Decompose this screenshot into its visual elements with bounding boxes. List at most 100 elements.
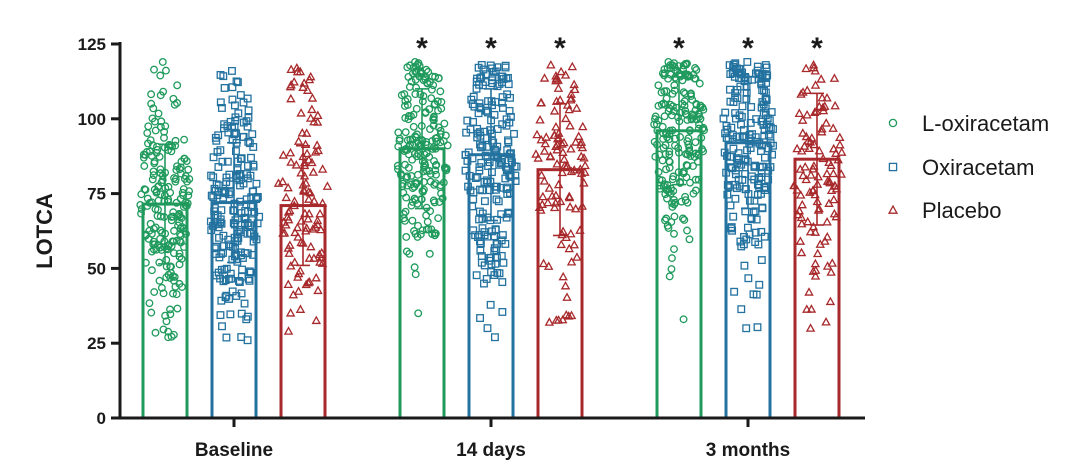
data-point-l-oxiracetam-14-days [429,196,438,205]
error-bar-oxiracetam-3-months [741,76,755,210]
data-point-placebo-3-months [801,174,811,184]
data-point-placebo-14-days [558,271,568,281]
data-point-placebo-14-days [543,197,553,207]
data-point-placebo-14-days [551,141,561,151]
data-point-placebo-14-days [551,75,561,85]
data-point-placebo-baseline [290,227,300,237]
data-point-l-oxiracetam-baseline [147,198,156,207]
data-point-placebo-3-months [798,128,808,137]
data-point-oxiracetam-14-days [483,324,492,333]
data-point-oxiracetam-3-months [731,166,740,175]
data-point-l-oxiracetam-3-months [691,138,700,147]
data-point-placebo-baseline [285,81,296,91]
data-point-oxiracetam-14-days [473,124,482,133]
data-point-l-oxiracetam-14-days [412,83,421,92]
data-point-placebo-3-months [805,187,815,196]
data-point-placebo-14-days [565,120,575,130]
data-point-oxiracetam-baseline [228,66,236,75]
data-point-l-oxiracetam-14-days [409,122,418,131]
data-point-oxiracetam-baseline [252,179,261,188]
data-point-placebo-baseline [289,257,300,266]
data-point-oxiracetam-14-days [473,74,481,83]
data-point-l-oxiracetam-14-days [419,92,428,101]
data-point-placebo-baseline [296,108,306,117]
data-point-l-oxiracetam-14-days [406,61,415,70]
data-point-oxiracetam-baseline [223,157,232,166]
data-point-placebo-3-months [821,118,831,127]
data-point-oxiracetam-14-days [504,165,512,174]
data-point-l-oxiracetam-14-days [431,179,440,188]
data-point-oxiracetam-14-days [490,271,499,280]
data-point-placebo-3-months [810,227,821,236]
data-point-l-oxiracetam-14-days [402,247,411,256]
data-point-oxiracetam-3-months [751,207,760,216]
data-point-placebo-14-days [570,203,581,213]
data-point-placebo-14-days [572,252,582,261]
data-point-l-oxiracetam-baseline [149,167,158,176]
data-point-l-oxiracetam-3-months [670,81,679,90]
data-point-oxiracetam-baseline [215,233,223,242]
data-point-placebo-3-months [792,143,802,153]
data-point-l-oxiracetam-14-days [405,82,414,91]
data-point-placebo-baseline [313,110,323,120]
data-point-placebo-baseline [299,185,309,194]
data-point-oxiracetam-baseline [249,162,258,171]
data-point-oxiracetam-baseline [218,157,227,166]
data-point-l-oxiracetam-baseline [144,122,153,131]
data-point-l-oxiracetam-14-days [432,170,440,179]
data-point-l-oxiracetam-14-days [412,130,421,139]
data-point-l-oxiracetam-3-months [681,89,690,98]
data-point-l-oxiracetam-baseline [169,330,178,339]
data-point-l-oxiracetam-3-months [654,116,663,125]
data-point-l-oxiracetam-baseline [139,150,148,159]
data-point-oxiracetam-baseline [236,228,245,237]
data-point-l-oxiracetam-14-days [426,207,435,216]
data-point-l-oxiracetam-3-months [658,122,667,131]
data-point-placebo-baseline [307,104,317,114]
data-point-l-oxiracetam-3-months [683,198,692,207]
data-point-oxiracetam-14-days [472,271,481,280]
data-point-placebo-3-months [828,143,839,153]
data-point-oxiracetam-14-days [480,177,489,186]
data-point-l-oxiracetam-14-days [408,216,417,225]
data-point-l-oxiracetam-baseline [166,305,174,314]
data-point-oxiracetam-3-months [743,146,751,155]
data-point-placebo-14-days [538,258,549,268]
data-point-oxiracetam-14-days [476,239,485,248]
data-point-placebo-3-months [835,132,845,142]
data-point-l-oxiracetam-14-days [436,126,445,135]
data-point-oxiracetam-3-months [752,215,761,224]
data-point-l-oxiracetam-3-months [662,165,670,174]
significance-marker-placebo-3-months: * [811,32,823,65]
data-point-placebo-baseline [286,93,296,103]
data-point-placebo-baseline [278,150,289,159]
data-point-placebo-14-days [566,228,576,238]
data-point-placebo-3-months [810,80,821,89]
data-point-placebo-14-days [564,191,575,201]
data-point-l-oxiracetam-3-months [667,184,675,193]
data-point-oxiracetam-3-months [755,280,764,289]
data-point-oxiracetam-14-days [495,80,504,88]
data-point-placebo-14-days [566,93,577,102]
data-point-oxiracetam-3-months [757,173,766,181]
data-point-oxiracetam-baseline [211,186,220,195]
data-point-l-oxiracetam-baseline [181,172,190,181]
data-point-placebo-14-days [543,261,554,270]
data-point-oxiracetam-baseline [245,267,254,276]
data-point-l-oxiracetam-baseline [179,191,188,200]
data-point-oxiracetam-14-days [504,136,512,145]
data-point-l-oxiracetam-14-days [431,72,440,81]
data-point-placebo-baseline [305,113,316,122]
data-point-placebo-14-days [551,70,561,80]
data-point-oxiracetam-14-days [469,117,478,126]
data-point-oxiracetam-baseline [222,264,231,273]
data-point-oxiracetam-14-days [498,93,507,102]
data-point-placebo-14-days [558,147,568,156]
data-point-placebo-3-months [795,236,806,245]
data-point-placebo-3-months [803,136,813,145]
data-point-l-oxiracetam-baseline [151,328,160,337]
data-point-l-oxiracetam-14-days [425,166,434,175]
data-point-oxiracetam-baseline [246,268,255,277]
data-point-oxiracetam-3-months [761,88,770,97]
